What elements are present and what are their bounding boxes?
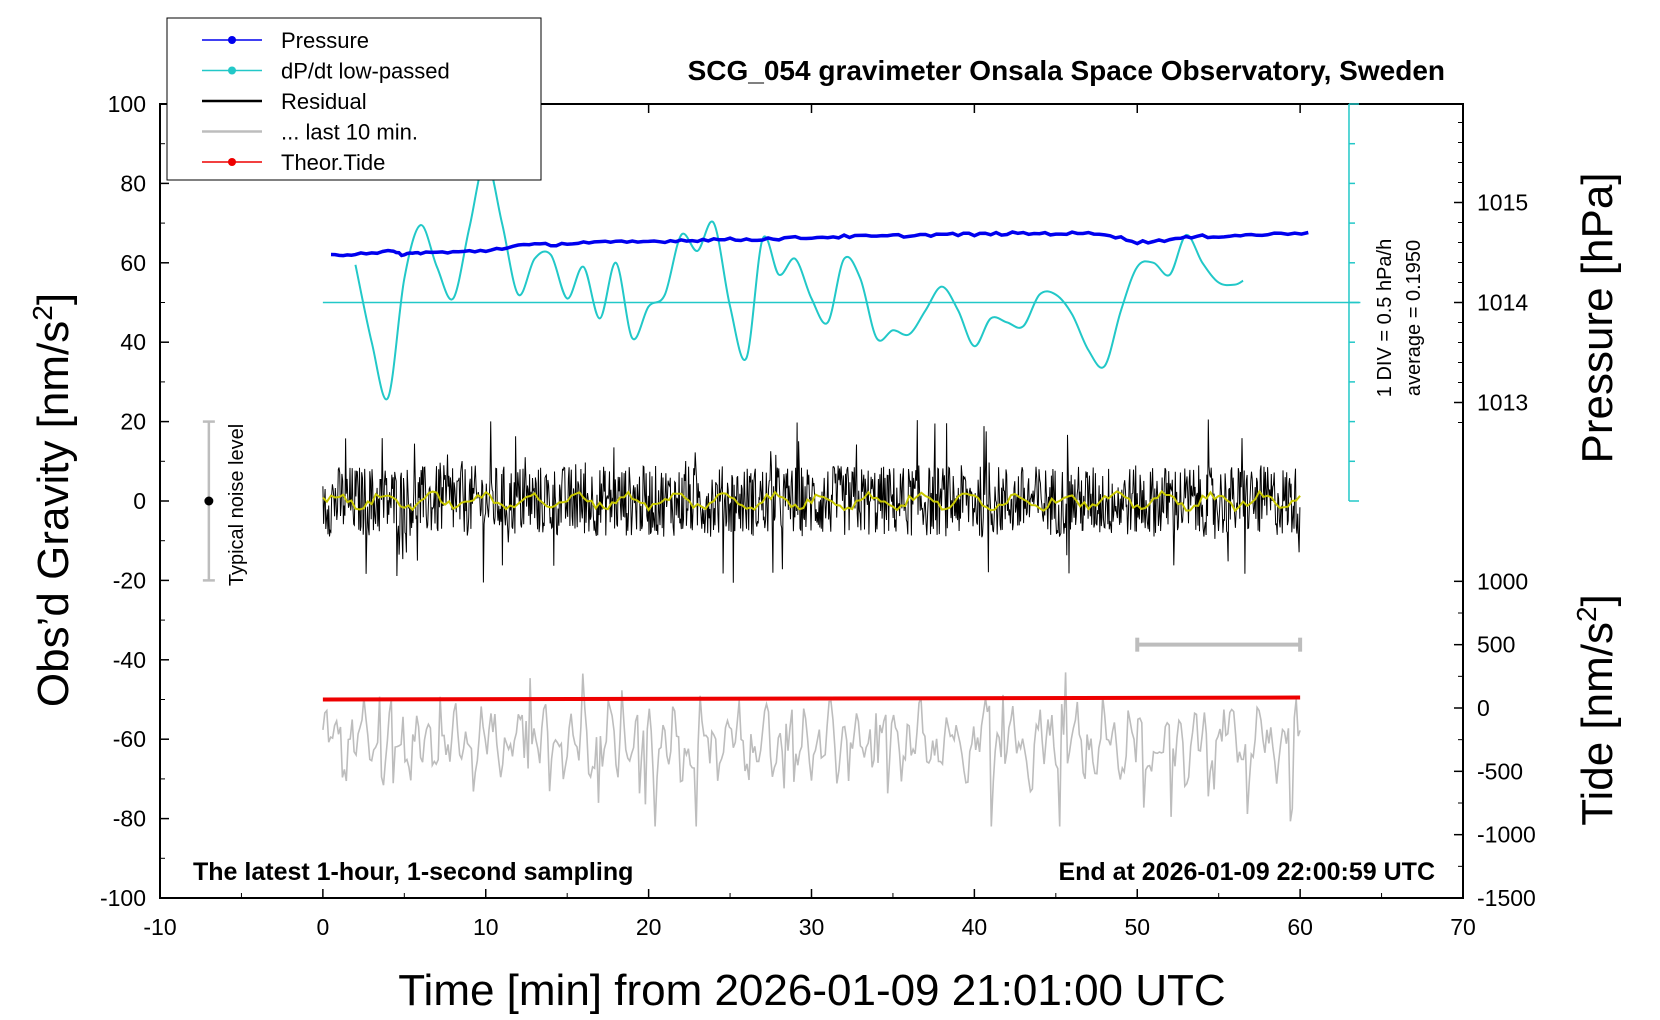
x-tick-label-7: 60: [1287, 914, 1313, 940]
y-left-label-sup: 2: [27, 305, 58, 321]
y-tick-label-6: -20: [113, 567, 146, 593]
legend-label-2: Residual: [281, 89, 367, 114]
legend-label-1: dP/dt low-passed: [281, 59, 450, 84]
pressure-tick-label-0: 1015: [1477, 190, 1528, 216]
x-tick-label-6: 50: [1124, 914, 1150, 940]
x-tick-label-5: 40: [962, 914, 988, 940]
x-tick-label-3: 20: [636, 914, 662, 940]
tide-label-sup: 2: [1571, 606, 1602, 622]
tide-tick-label-2: 0: [1477, 695, 1490, 721]
y-tick-label-1: 80: [120, 170, 146, 196]
tide-axis-label: Tide [nm/s2]: [1571, 594, 1622, 826]
legend-marker-1: [228, 66, 236, 75]
series-residual: [322, 419, 1301, 583]
series-pressure: [330, 230, 1309, 258]
y-tick-label-5: 0: [133, 488, 146, 514]
y-tick-label-2: 60: [120, 250, 146, 276]
series-residual-smoothed: [322, 489, 1301, 513]
pressure-tick-label-2: 1013: [1477, 390, 1528, 416]
sampling-note: The latest 1-hour, 1-second sampling: [193, 858, 633, 886]
y-left-label-main: Obs’d Gravity [nm/s: [29, 321, 78, 707]
x-tick-label-8: 70: [1450, 914, 1476, 940]
x-tick-label-4: 30: [799, 914, 825, 940]
legend-items: Pressure dP/dt low-passed Residual ... last…: [202, 28, 450, 175]
chart-series: [202, 103, 1361, 827]
legend-label-3: ... last 10 min.: [281, 120, 418, 145]
series-last-10-min: [322, 672, 1301, 827]
y-left-axis-label: Obs’d Gravity [nm/s2]: [27, 293, 78, 707]
legend-marker-0: [228, 36, 236, 44]
axis-ticks: -10 0 10 20 30 40 50 60 70100806040200-20-40-60-…: [100, 91, 1536, 940]
chart-title: SCG_054 gravimeter Onsala Space Observat…: [688, 55, 1445, 86]
tide-tick-label-5: -1500: [1477, 885, 1536, 911]
y-tick-label-0: 100: [108, 91, 146, 117]
y-tick-label-4: 20: [120, 409, 146, 435]
x-tick-label-1: 0: [316, 914, 329, 940]
y-left-label-end: ]: [29, 293, 78, 305]
legend-marker-4: [228, 158, 236, 166]
x-tick-label-2: 10: [473, 914, 499, 940]
noise-level-label: Typical noise level: [226, 424, 248, 586]
tide-tick-label-4: -1000: [1477, 822, 1536, 848]
pressure-axis-label: Pressure [hPa]: [1573, 172, 1622, 463]
y-tick-label-8: -60: [113, 726, 146, 752]
legend-box: [166, 17, 542, 181]
legend-label-0: Pressure: [281, 28, 369, 53]
series-theor-tide: [322, 695, 1301, 702]
tide-tick-label-3: -500: [1477, 758, 1523, 784]
legend: Pressure dP/dt low-passed Residual ... last…: [166, 17, 542, 181]
tide-tick-label-1: 500: [1477, 632, 1515, 658]
y-tick-label-9: -80: [113, 806, 146, 832]
x-axis-label: Time [min] from 2026-01-09 21:01:00 UTC: [398, 966, 1225, 1015]
tide-label-end: ]: [1573, 594, 1622, 606]
average-label: average = 0.1950: [1403, 240, 1425, 396]
y-tick-label-3: 40: [120, 329, 146, 355]
noise-bar-center: [204, 496, 214, 506]
legend-label-4: Theor.Tide: [281, 150, 385, 175]
pressure-tick-label-1: 1014: [1477, 290, 1528, 316]
end-time-note: End at 2026-01-09 22:00:59 UTC: [1058, 858, 1435, 886]
div-scale-label: 1 DIV = 0.5 hPa/h: [1374, 239, 1396, 397]
x-tick-label-0: -10: [143, 914, 176, 940]
y-tick-label-7: -40: [113, 647, 146, 673]
tide-tick-label-0: 1000: [1477, 568, 1528, 594]
series-dpdt: [354, 158, 1244, 401]
y-tick-label-10: -100: [100, 885, 146, 911]
tide-label-main: Tide [nm/s: [1573, 622, 1622, 826]
